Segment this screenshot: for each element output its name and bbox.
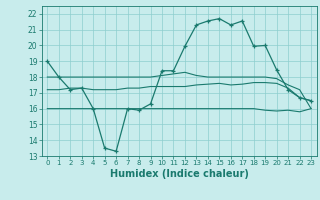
X-axis label: Humidex (Indice chaleur): Humidex (Indice chaleur) — [110, 169, 249, 179]
